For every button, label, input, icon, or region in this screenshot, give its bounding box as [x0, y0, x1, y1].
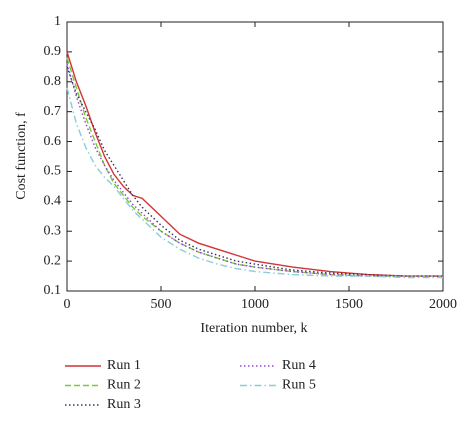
legend-label: Run 4: [282, 358, 316, 373]
y-axis-label: Cost function, f: [14, 112, 29, 200]
series-line: [66, 87, 443, 279]
y-tick-label: 1: [54, 14, 61, 29]
y-tick-label: 0.9: [44, 44, 62, 59]
y-tick-label: 0.5: [44, 164, 62, 179]
y-tick-label: 0.3: [44, 223, 62, 238]
series-line: [66, 66, 443, 277]
series-line: [66, 51, 443, 277]
x-tick-label: 2000: [429, 297, 457, 312]
y-tick-label: 0.8: [44, 74, 62, 89]
x-tick-label: 0: [64, 297, 71, 312]
series-line: [66, 57, 443, 277]
legend-label: Run 2: [107, 378, 141, 393]
x-axis-label: Iteration number, k: [200, 321, 307, 336]
x-tick-label: 500: [151, 297, 172, 312]
legend-label: Run 1: [107, 358, 141, 373]
y-tick-label: 0.6: [44, 134, 62, 149]
y-tick-label: 0.7: [44, 104, 62, 119]
x-tick-label: 1500: [335, 297, 363, 312]
y-tick-label: 0.4: [44, 194, 62, 209]
plot-frame: [66, 21, 444, 292]
y-tick-label: 0.1: [44, 283, 62, 298]
legend-label: Run 3: [107, 397, 141, 412]
x-tick-label: 1000: [241, 297, 269, 312]
series-line: [66, 63, 443, 277]
legend-label: Run 5: [282, 378, 316, 393]
y-tick-label: 0.2: [44, 253, 62, 268]
